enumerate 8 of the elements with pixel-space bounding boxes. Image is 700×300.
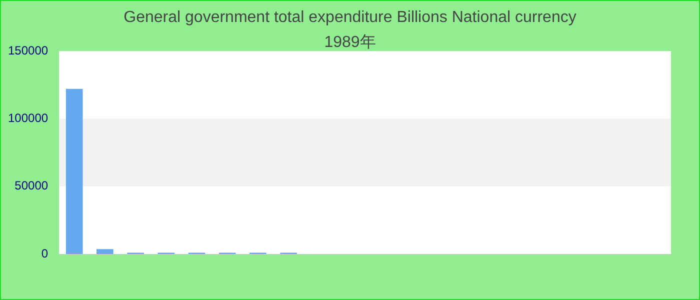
bar <box>96 249 114 254</box>
chart-subtitle: 1989年 <box>324 34 376 51</box>
y-tick-label: 150000 <box>8 43 48 58</box>
y-tick-label: 50000 <box>14 178 48 193</box>
y-tick-label: 0 <box>41 246 48 260</box>
y-tick-label: 100000 <box>8 110 48 125</box>
bar <box>66 88 83 254</box>
chart-title: General government total expenditure Billions National currency <box>122 8 578 28</box>
